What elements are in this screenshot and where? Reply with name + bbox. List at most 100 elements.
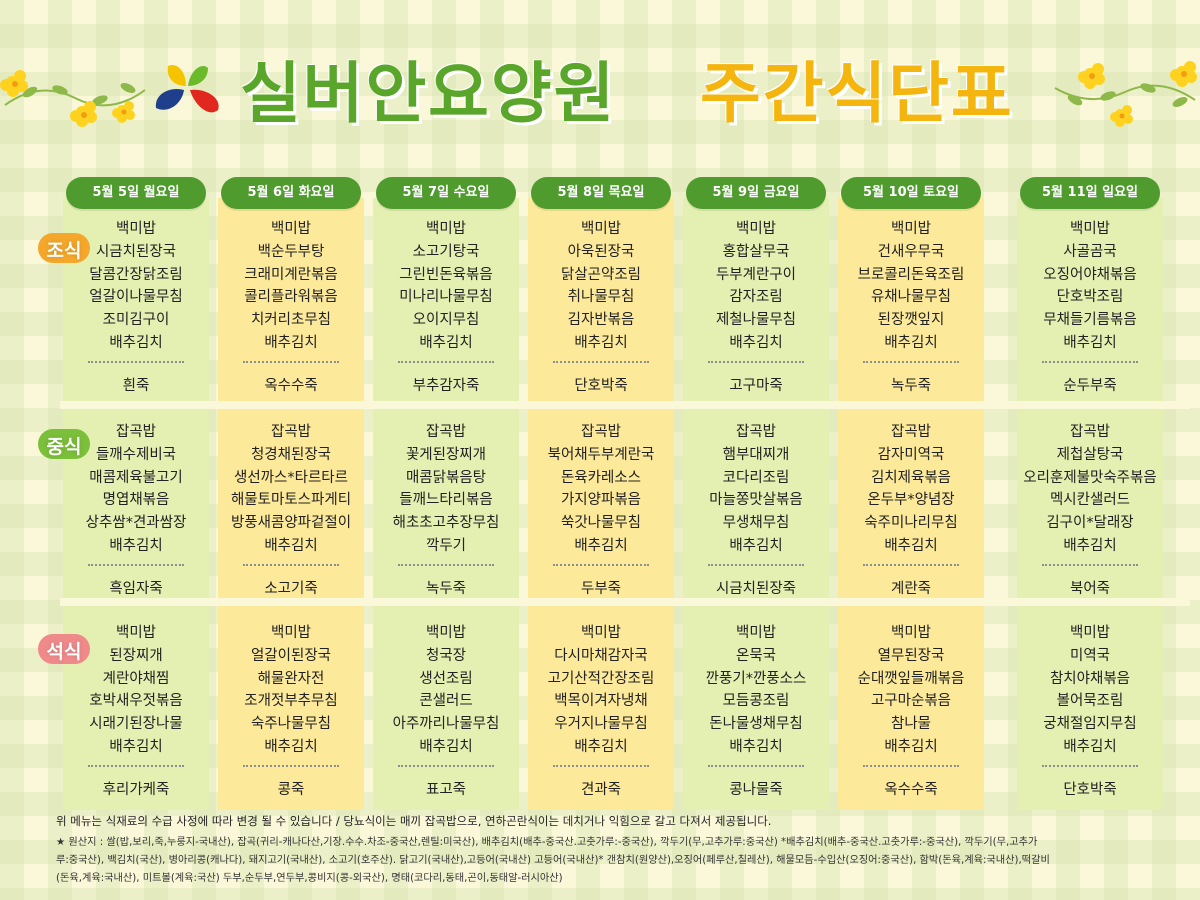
menu-dish: 잡곡밥 xyxy=(580,424,622,440)
day-header-thu: 5월 8일 목요일 xyxy=(531,177,671,209)
meal-label-lunch: 중식 xyxy=(46,436,82,458)
menu-dish: 고구마순볶음 xyxy=(870,693,952,710)
header: 실버안요양원 주간식단표 xyxy=(0,0,1200,165)
menu-dish: 미역국 xyxy=(1069,647,1111,664)
porridge-item: 표고죽 xyxy=(425,781,467,798)
menu-dish: 배추김치 xyxy=(574,334,628,351)
day-column-mon xyxy=(63,198,209,810)
porridge-item: 단호박죽 xyxy=(574,377,628,394)
porridge-item: 견과죽 xyxy=(580,781,622,798)
menu-dish: 배추김치 xyxy=(109,537,163,554)
dotted-divider xyxy=(553,563,649,566)
porridge-item: 흑임자죽 xyxy=(109,580,163,597)
menu-dish: 오이지무침 xyxy=(412,312,480,329)
menu-dish: 백미밥 xyxy=(1069,221,1111,237)
menu-dish: 크래미계란볶음 xyxy=(244,266,338,283)
origin-line: ★ 원산지 : 쌀(밥,보리,죽,누룽지-국내산), 잡곡(귀리-캐나다산,기장… xyxy=(56,837,1038,848)
menu-dish: 단호박조림 xyxy=(1056,289,1124,306)
porridge-item: 순두부죽 xyxy=(1063,377,1117,394)
menu-dish: 온묵국 xyxy=(735,647,777,664)
menu-dish: 들깨느타리볶음 xyxy=(399,492,493,509)
menu-dish: 청경채된장국 xyxy=(250,446,332,463)
menu-dish: 김구이*달래장 xyxy=(1046,515,1134,532)
menu-dish: 치커리초무침 xyxy=(250,312,332,329)
menu-dish: 순대깻잎들깨볶음 xyxy=(857,670,965,687)
page-subtitle: 주간식단표 xyxy=(700,55,1014,132)
porridge-item: 계란죽 xyxy=(890,580,932,597)
menu-dish: 청국장 xyxy=(425,647,467,664)
footer: 위 메뉴는 식재료의 수급 사정에 따라 변경 될 수 있습니다 / 당뇨식이는… xyxy=(56,812,1156,888)
menu-cell-lunch: 잡곡밥 들깨수제비국 매콤제육불고기 명엽채볶음 상추쌈*견과쌈장 배추김치 흑임자죽 xyxy=(63,421,209,600)
menu-cell-dinner: 백미밥 미역국 참치야채볶음 볼어묵조림 궁채절임지무침 배추김치 단호박죽 xyxy=(1017,622,1163,801)
menu-dish: 시래기된장나물 xyxy=(89,716,183,733)
menu-dish: 배추김치 xyxy=(419,334,473,351)
menu-dish: 달콤간장닭조림 xyxy=(89,266,183,283)
meal-label-badge xyxy=(38,233,90,263)
dotted-divider xyxy=(708,563,804,566)
menu-dish: 참나물 xyxy=(890,716,932,733)
meal-label-breakfast: 조식 xyxy=(46,240,82,262)
porridge-item: 흰죽 xyxy=(122,377,150,394)
menu-dish: 멕시칸샐러드 xyxy=(1049,492,1131,509)
menu-cell-breakfast: 백미밥 홍합살무국 두부계란구이 감자조림 제철나물무침 배추김치 고구마죽 xyxy=(683,218,829,397)
porridge-item: 옥수수죽 xyxy=(264,377,318,394)
dotted-divider xyxy=(243,764,339,767)
menu-dish: 궁채절임지무침 xyxy=(1043,716,1137,733)
menu-cell-lunch: 잡곡밥 청경채된장국 생선까스*타르타르 해물토마토스파게티 방풍새콤양파겉절이 배추김치… xyxy=(218,421,364,600)
menu-dish: 백목이겨자냉채 xyxy=(554,693,648,710)
dotted-divider xyxy=(398,563,494,566)
menu-dish: 백미밥 xyxy=(270,221,312,237)
menu-dish: 잡곡밥 xyxy=(735,424,777,440)
menu-dish: 조미김구이 xyxy=(102,312,170,329)
meal-label-badge xyxy=(38,634,90,664)
menu-dish: 해물완자전 xyxy=(257,670,325,687)
menu-dish: 생선조림 xyxy=(419,670,473,687)
origin-line: 루:중국산), 백김치(국산), 병아리콩(캐나다), 돼지고기(국내산), 소… xyxy=(56,855,1050,866)
dotted-divider xyxy=(863,360,959,363)
menu-dish: 매콤닭볶음탕 xyxy=(405,469,487,486)
day-column-sat xyxy=(838,198,984,810)
menu-dish: 배추김치 xyxy=(264,738,318,755)
menu-dish: 된장찌개 xyxy=(109,647,163,664)
menu-dish: 모듬콩조림 xyxy=(722,693,790,710)
dotted-divider xyxy=(708,360,804,363)
menu-dish: 콘샐러드 xyxy=(419,693,473,710)
menu-dish: 배추김치 xyxy=(884,738,938,755)
menu-dish: 배추김치 xyxy=(884,537,938,554)
meal-label-dinner: 석식 xyxy=(46,641,82,663)
menu-cell-breakfast: 백미밥 소고기탕국 그린빈돈육볶음 미나리나물무침 오이지무침 배추김치 부추감자죽 xyxy=(373,218,519,397)
porridge-item: 두부죽 xyxy=(580,580,622,597)
day-column-thu xyxy=(528,198,674,810)
menu-dish: 꽃게된장찌개 xyxy=(405,446,487,463)
menu-dish: 배추김치 xyxy=(264,537,318,554)
day-column-sun xyxy=(1017,198,1163,810)
menu-dish: 호박새우젓볶음 xyxy=(89,693,183,710)
page-title: 실버안요양원 xyxy=(240,55,617,132)
menu-dish: 아주까리나물무침 xyxy=(392,716,500,733)
menu-dish: 오리훈제불맛숙주볶음 xyxy=(1023,469,1157,486)
menu-dish: 백미밥 xyxy=(890,221,932,237)
menu-cell-breakfast: 백미밥 아욱된장국 닭살곤약조림 취나물무침 김자반볶음 배추김치 단호박죽 xyxy=(528,218,674,397)
menu-cell-dinner: 백미밥 얼갈이된장국 해물완자전 조개젓부추무침 숙주나물무침 배추김치 콩죽 xyxy=(218,622,364,801)
menu-dish: 배추김치 xyxy=(1063,537,1117,554)
menu-dish: 코다리조림 xyxy=(722,469,790,486)
menu-dish: 매콤제육불고기 xyxy=(89,469,183,486)
menu-dish: 소고기탕국 xyxy=(412,243,480,260)
menu-dish: 유채나물무침 xyxy=(870,289,952,306)
dotted-divider xyxy=(708,764,804,767)
row-divider xyxy=(60,401,1190,409)
menu-dish: 조개젓부추무침 xyxy=(244,693,338,710)
menu-dish: 상추쌈*견과쌈장 xyxy=(85,515,187,532)
menu-cell-breakfast: 백미밥 백순두부탕 크래미계란볶음 콜리플라워볶음 치커리초무침 배추김치 옥수수죽 xyxy=(218,218,364,397)
porridge-item: 고구마죽 xyxy=(729,377,783,394)
menu-dish: 숙주미나리무침 xyxy=(864,515,958,532)
menu-dish: 아욱된장국 xyxy=(567,243,635,260)
menu-dish: 백미밥 xyxy=(580,625,622,641)
menu-dish: 감자미역국 xyxy=(877,446,945,463)
footer-note: 위 메뉴는 식재료의 수급 사정에 따라 변경 될 수 있습니다 / 당뇨식이는… xyxy=(56,814,772,828)
menu-dish: 제철나물무침 xyxy=(715,312,797,329)
menu-cell-lunch: 잡곡밥 꽃게된장찌개 매콤닭볶음탕 들깨느타리볶음 해초초고추장무침 깍두기 녹두죽 xyxy=(373,421,519,600)
dotted-divider xyxy=(88,360,184,363)
menu-dish: 사골곰국 xyxy=(1063,243,1117,260)
menu-dish: 제첩살탕국 xyxy=(1056,446,1124,463)
